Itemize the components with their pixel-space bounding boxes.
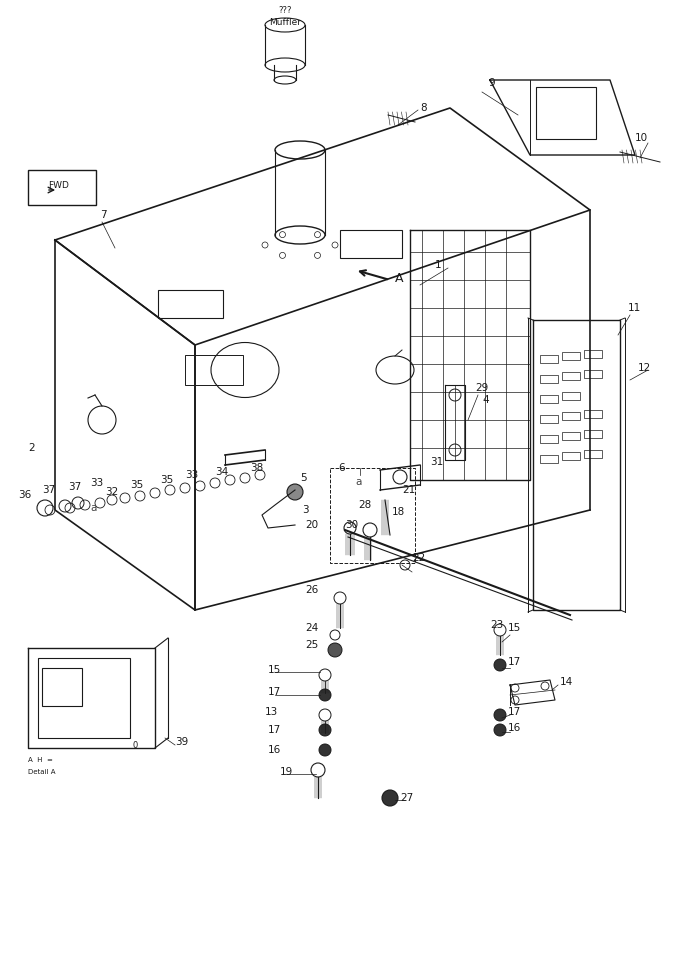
Text: 8: 8 [420, 103, 427, 113]
Text: 35: 35 [160, 475, 173, 485]
Text: 16: 16 [508, 723, 522, 733]
Text: 27: 27 [400, 793, 413, 803]
Bar [584, 410, 602, 418]
Text: 39: 39 [175, 737, 189, 747]
Text: 19: 19 [280, 767, 293, 777]
Text: 25: 25 [305, 640, 319, 650]
Text: a: a [90, 503, 96, 513]
Text: 5: 5 [300, 473, 307, 483]
Bar [38, 658, 130, 738]
Text: 29: 29 [475, 383, 488, 393]
Text: 37: 37 [68, 482, 81, 492]
Text: Detail A: Detail A [28, 769, 56, 775]
Bar [562, 412, 580, 420]
Text: 6: 6 [338, 463, 345, 473]
Text: Muffler: Muffler [269, 17, 301, 27]
Text: 17: 17 [268, 725, 281, 735]
Bar [540, 355, 558, 363]
Text: 32: 32 [105, 487, 118, 497]
Circle shape [319, 744, 331, 756]
Text: 11: 11 [628, 303, 641, 313]
Bar [158, 290, 223, 318]
Text: 16: 16 [268, 745, 281, 755]
Text: 33: 33 [185, 470, 198, 480]
Bar [42, 668, 82, 706]
Circle shape [319, 689, 331, 701]
Circle shape [494, 724, 506, 736]
Text: 12: 12 [638, 363, 652, 373]
Text: 10: 10 [635, 133, 648, 143]
Text: 33: 33 [90, 478, 103, 488]
Text: 31: 31 [430, 457, 443, 467]
Text: A  H  =: A H = [28, 757, 53, 763]
Circle shape [319, 724, 331, 736]
Bar [330, 468, 415, 563]
Bar [562, 392, 580, 400]
Text: 36: 36 [18, 490, 31, 500]
Text: 35: 35 [130, 480, 143, 490]
Text: 18: 18 [392, 507, 405, 517]
Bar [562, 452, 580, 460]
Text: 30: 30 [345, 520, 358, 530]
Bar [540, 375, 558, 383]
Circle shape [287, 484, 303, 500]
Bar [584, 450, 602, 458]
Circle shape [494, 709, 506, 721]
Text: 13: 13 [265, 707, 278, 717]
Bar [584, 430, 602, 438]
Text: A: A [395, 271, 403, 285]
Text: a: a [355, 477, 361, 487]
Text: 24: 24 [305, 623, 319, 633]
Bar [340, 230, 402, 258]
Bar [540, 395, 558, 403]
Text: 17: 17 [508, 707, 522, 717]
Circle shape [328, 643, 342, 657]
Bar [562, 432, 580, 440]
Text: ???: ??? [278, 6, 292, 14]
Text: 37: 37 [42, 485, 55, 495]
Text: 34: 34 [215, 467, 228, 477]
Text: 38: 38 [250, 463, 264, 473]
Circle shape [494, 659, 506, 671]
Text: 15: 15 [508, 623, 522, 633]
Text: 14: 14 [560, 677, 573, 687]
Bar [584, 350, 602, 358]
Text: 28: 28 [358, 500, 372, 510]
Text: 0: 0 [132, 741, 138, 749]
Bar [540, 435, 558, 443]
Bar [540, 415, 558, 423]
Text: 4: 4 [482, 395, 488, 405]
Text: 1: 1 [435, 260, 442, 270]
Text: 9: 9 [488, 78, 495, 88]
Text: 17: 17 [508, 657, 522, 667]
Bar [584, 370, 602, 378]
Text: 21: 21 [402, 485, 416, 495]
Bar [562, 352, 580, 360]
Text: 15: 15 [268, 665, 281, 675]
Bar [28, 170, 96, 205]
Circle shape [382, 790, 398, 806]
Text: 26: 26 [305, 585, 319, 595]
Text: 17: 17 [268, 687, 281, 697]
Bar [540, 455, 558, 463]
Text: 3: 3 [302, 505, 309, 515]
Text: 2: 2 [28, 443, 34, 453]
Text: 22: 22 [412, 553, 425, 563]
Text: 23: 23 [490, 620, 503, 630]
Bar [185, 355, 243, 385]
Bar [562, 372, 580, 380]
Text: 7: 7 [100, 210, 107, 220]
Text: FWD: FWD [48, 180, 69, 190]
Text: 20: 20 [305, 520, 318, 530]
Bar [536, 87, 596, 139]
